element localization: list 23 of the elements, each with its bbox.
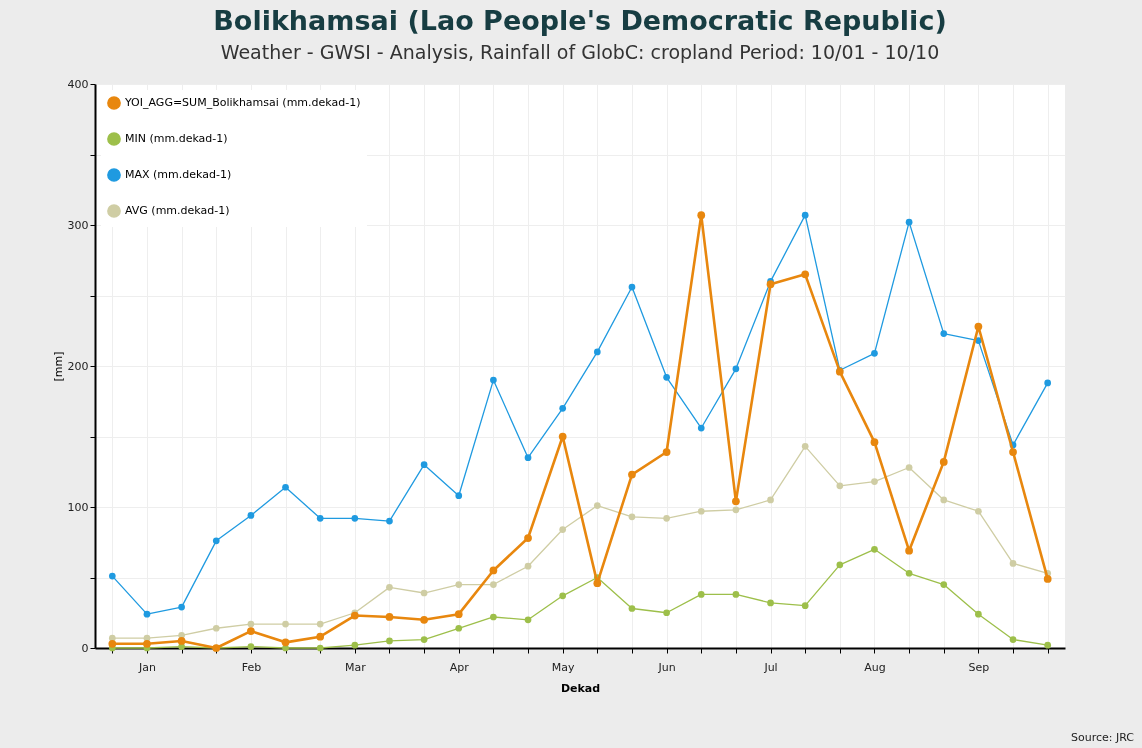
legend-label: MAX (mm.dekad-1) [125,168,232,181]
y-tick-label: 100 [67,500,89,514]
y-tick-label: 0 [81,641,89,655]
chart-title: Bolikhamsai (Lao People's Democratic Republic) [213,5,947,36]
x-tick-label: Apr [449,660,470,674]
y-tick-label: 400 [67,77,89,91]
y-tick-label: 200 [67,359,89,373]
y-tick-label: 300 [67,218,89,232]
chart-subtitle: Weather - GWSI - Analysis, Rainfall of GlobC: cropland Period: 10/01 - 10/10 [220,41,940,63]
x-tick-label: May [551,660,576,674]
x-tick-label: Jan [137,660,156,674]
x-tick-label: Feb [241,660,262,674]
x-tick-label: Sep [968,660,990,674]
legend-label: MIN (mm.dekad-1) [125,132,228,145]
source-note: Source: JRC [1070,731,1134,744]
x-tick-label: Aug [864,660,886,674]
x-tick-label: Jul [763,660,778,674]
x-tick-label: Mar [344,660,367,674]
legend-label: AVG (mm.dekad-1) [125,204,230,217]
y-axis-title: [mm] [51,351,65,382]
x-tick-label: Jun [657,660,676,674]
legend-label: YOI_AGG=SUM_Bolikhamsai (mm.dekad-1) [124,96,361,109]
x-axis-title: Dekad [560,681,601,695]
